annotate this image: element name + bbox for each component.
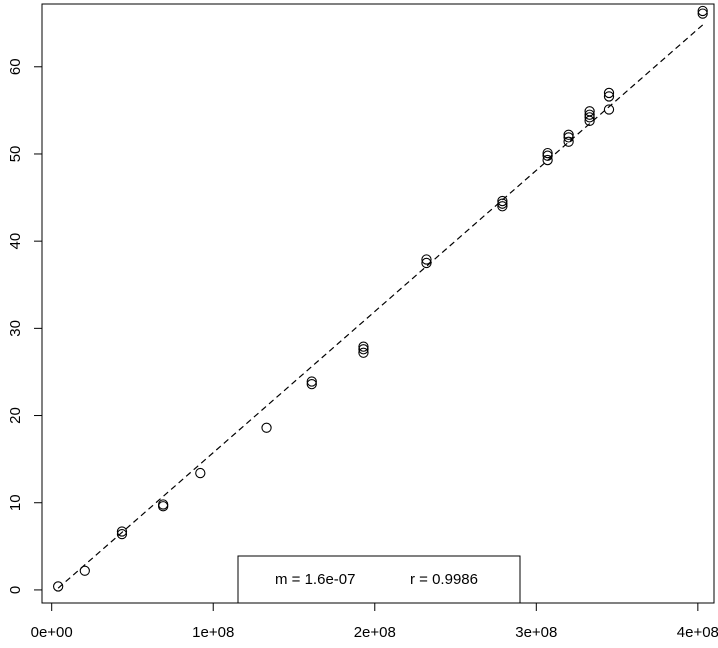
data-point (603, 104, 615, 115)
x-tick-label: 3e+08 (515, 624, 557, 641)
data-point (421, 254, 432, 265)
data-point (584, 112, 595, 123)
regression-line (57, 24, 704, 589)
y-tick-label: 20 (7, 407, 24, 424)
correlation-label: r = 0.9986 (410, 571, 478, 588)
data-point (79, 565, 90, 576)
slope-label: m = 1.6e-07 (275, 571, 355, 588)
data-point (306, 376, 317, 387)
data-point (158, 499, 169, 510)
y-tick-label: 60 (7, 58, 24, 75)
data-point (563, 129, 574, 140)
data-point (497, 198, 508, 209)
data-point (195, 467, 206, 479)
data-point (358, 344, 369, 355)
data-point (261, 422, 272, 433)
data-point (697, 8, 708, 19)
x-tick-label: 1e+08 (192, 624, 234, 641)
y-tick-label: 50 (7, 146, 24, 163)
data-point (542, 147, 553, 159)
y-tick-label: 10 (7, 494, 24, 511)
data-point (603, 91, 615, 102)
data-point (584, 106, 595, 117)
x-tick-label: 4e+08 (677, 624, 718, 641)
data-point (358, 347, 369, 358)
data-points (53, 5, 708, 592)
data-point (542, 150, 553, 161)
data-point (53, 581, 64, 592)
y-tick-label: 0 (7, 586, 24, 594)
data-point (584, 109, 595, 120)
legend-box (237, 555, 521, 604)
data-point (358, 341, 369, 352)
data-point (306, 379, 317, 390)
data-point (542, 154, 553, 166)
data-point (116, 526, 128, 537)
data-point (421, 257, 432, 269)
stats-legend: m = 1.6e-07 r = 0.9986 (237, 555, 521, 604)
x-tick-label: 2e+08 (354, 624, 396, 641)
y-axis: 0 10 20 30 40 50 60 (7, 58, 43, 594)
data-point (603, 87, 615, 99)
data-point (563, 136, 574, 147)
x-tick-label: 0e+00 (31, 624, 73, 641)
data-point (116, 528, 128, 540)
data-point (563, 132, 574, 143)
data-point (697, 5, 708, 17)
y-tick-label: 40 (7, 233, 24, 250)
y-tick-label: 30 (7, 320, 24, 337)
x-axis: 0e+00 1e+08 2e+08 3e+08 4e+08 (31, 602, 718, 641)
data-point (497, 201, 508, 212)
data-point (497, 195, 508, 207)
